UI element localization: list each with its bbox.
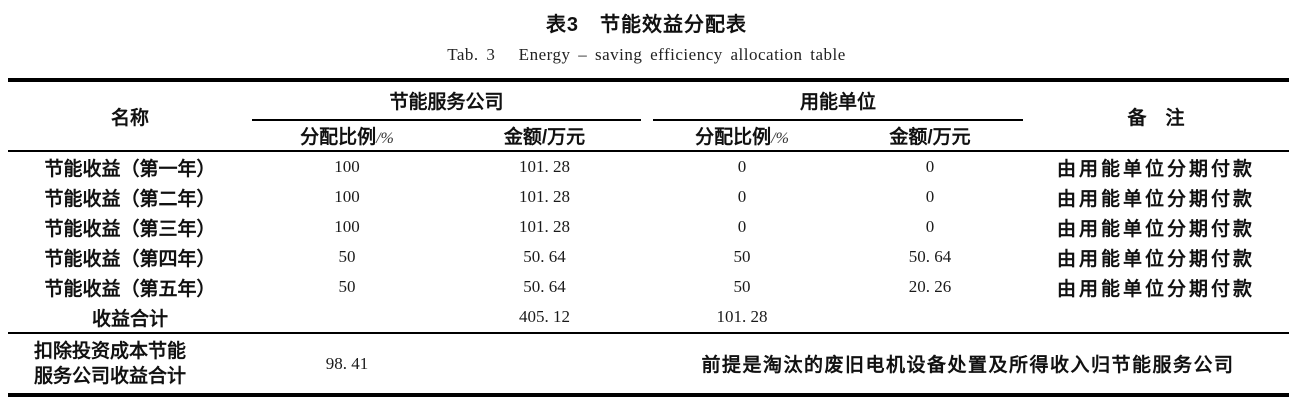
total-row: 收益合计 405. 12 101. 28 xyxy=(8,302,1289,333)
remark-cell: 由用能单位分期付款 xyxy=(1057,158,1256,180)
footer-row: 扣除投资成本节能 服务公司收益合计 98. 41 前提是淘汰的废旧电机设备处置及… xyxy=(8,332,1290,395)
header-esco-amount: 金额/万元 xyxy=(442,121,648,152)
user-ratio-cell: 101. 28 xyxy=(716,307,768,326)
user-amount-cell: 0 xyxy=(925,187,935,206)
footer-note-cell: 前提是淘汰的废旧电机设备处置及所得收入归节能服务公司 xyxy=(647,332,1290,395)
row-name-cell: 节能收益（第四年） xyxy=(44,248,216,270)
esco-amount-cell: 50. 64 xyxy=(523,277,566,296)
user-ratio-unit: /% xyxy=(771,130,789,147)
user-ratio-cell: 50 xyxy=(733,247,751,266)
header-group-user-label: 用能单位 xyxy=(653,82,1024,121)
header-name: 名称 xyxy=(8,80,252,152)
row-name-cell: 节能收益（第三年） xyxy=(44,218,216,240)
table-title-zh: 表3 节能效益分配表 xyxy=(545,14,748,36)
esco-amount-cell: 50. 64 xyxy=(523,247,566,266)
user-ratio-cell: 0 xyxy=(737,217,747,236)
user-amount-cell: 20. 26 xyxy=(908,277,952,296)
user-amount-cell: 50. 64 xyxy=(908,247,952,266)
esco-ratio-unit: /% xyxy=(376,130,394,147)
table-body: 节能收益（第一年） 100 101. 28 0 0 由用能单位分期付款 节能收益… xyxy=(8,151,1290,395)
table-row: 节能收益（第一年） 100 101. 28 0 0 由用能单位分期付款 xyxy=(8,151,1289,182)
remark-cell: 由用能单位分期付款 xyxy=(1057,248,1256,270)
user-ratio-label: 分配比例 xyxy=(695,127,772,148)
footer-name-cell: 扣除投资成本节能 服务公司收益合计 xyxy=(8,332,252,395)
user-amount-cell: 0 xyxy=(925,157,935,176)
esco-amount-cell: 101. 28 xyxy=(519,187,570,206)
header-remark: 备 注 xyxy=(1023,80,1290,152)
user-amount-cell xyxy=(837,302,1023,333)
user-amount-cell: 0 xyxy=(925,217,935,236)
table-row: 节能收益（第三年） 100 101. 28 0 0 由用能单位分期付款 xyxy=(8,212,1289,242)
header-group-esco-label: 节能服务公司 xyxy=(252,82,642,121)
header-group-user: 用能单位 xyxy=(647,80,1024,121)
user-ratio-cell: 50 xyxy=(733,277,751,296)
header-sub-row: 分配比例/% 金额/万元 分配比例/% 金额/万元 xyxy=(8,121,1289,152)
table-row: 节能收益（第二年） 100 101. 28 0 0 由用能单位分期付款 xyxy=(8,182,1289,212)
row-name-cell: 节能收益（第二年） xyxy=(44,188,216,210)
esco-ratio-cell: 100 xyxy=(334,187,360,206)
esco-ratio-cell: 100 xyxy=(334,157,360,176)
table-row: 节能收益（第四年） 50 50. 64 50 50. 64 由用能单位分期付款 xyxy=(8,242,1289,272)
esco-amount-cell: 405. 12 xyxy=(519,307,570,326)
esco-ratio-cell: 100 xyxy=(334,217,360,236)
header-user-amount: 金额/万元 xyxy=(837,121,1024,152)
user-ratio-cell: 0 xyxy=(737,157,747,176)
table-title-en: Tab. 3 Energy – saving efficiency alloca… xyxy=(447,45,846,64)
footer-esco-ratio-cell: 98. 41 xyxy=(252,332,442,395)
header-esco-ratio: 分配比例/% xyxy=(252,121,442,152)
user-ratio-cell: 0 xyxy=(737,187,747,206)
footer-name-line2: 服务公司收益合计 xyxy=(34,365,187,387)
row-name-cell: 节能收益（第一年） xyxy=(44,158,216,180)
remark-cell xyxy=(1023,302,1289,333)
table-row: 节能收益（第五年） 50 50. 64 50 20. 26 由用能单位分期付款 xyxy=(8,272,1289,302)
remark-cell: 由用能单位分期付款 xyxy=(1057,188,1256,210)
esco-ratio-cell: 50 xyxy=(338,277,356,296)
esco-ratio-cell: 50 xyxy=(338,247,356,266)
header-user-ratio: 分配比例/% xyxy=(647,121,838,152)
esco-amount-cell: 101. 28 xyxy=(519,217,570,236)
esco-ratio-cell xyxy=(252,302,442,333)
table-header: 名称 节能服务公司 用能单位 备 注 分配比例/% 金额/万元 分配比例/% 金… xyxy=(8,80,1290,152)
footer-empty-cell xyxy=(442,332,648,395)
row-name-cell: 节能收益（第五年） xyxy=(44,278,216,300)
esco-amount-cell: 101. 28 xyxy=(519,157,570,176)
footer-name-line1: 扣除投资成本节能 xyxy=(34,340,187,362)
energy-saving-allocation-table: 名称 节能服务公司 用能单位 备 注 分配比例/% 金额/万元 分配比例/% 金… xyxy=(8,78,1290,397)
header-group-esco: 节能服务公司 xyxy=(252,80,647,121)
remark-cell: 由用能单位分期付款 xyxy=(1057,278,1256,300)
row-name-cell: 收益合计 xyxy=(91,308,168,330)
header-group-row: 名称 节能服务公司 用能单位 备 注 xyxy=(8,80,1290,152)
remark-cell: 由用能单位分期付款 xyxy=(1057,218,1256,240)
esco-ratio-label: 分配比例 xyxy=(300,127,377,148)
